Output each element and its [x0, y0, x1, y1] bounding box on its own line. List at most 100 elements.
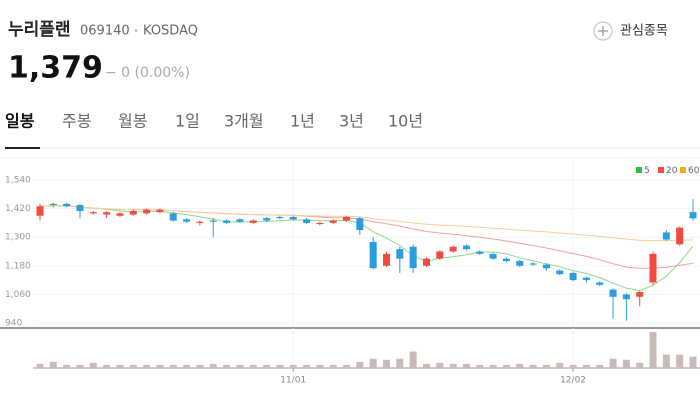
volume-bar [76, 364, 84, 368]
candle-body [156, 209, 164, 213]
volume-bar [516, 363, 524, 368]
x-tick-label: 12/02 [560, 376, 586, 386]
volume-bar [556, 362, 564, 368]
candle-body [276, 216, 284, 219]
candle-body [169, 213, 177, 221]
volume-bar [276, 364, 284, 368]
candle-body [116, 213, 124, 216]
candle-body [343, 216, 351, 221]
candle-body [316, 222, 324, 225]
y-tick-label: 1,540 [5, 176, 31, 186]
volume-bar [676, 354, 684, 368]
volume-bar [303, 364, 311, 368]
volume-bar [609, 358, 617, 368]
watch-label: 관심종목 [620, 24, 668, 39]
volume-bar [343, 364, 351, 368]
volume-bar [183, 364, 191, 368]
volume-bar [356, 361, 364, 368]
volume-bar [116, 364, 124, 368]
volume-bar [689, 356, 697, 368]
price: 1,379 [8, 51, 103, 86]
y-tick-label: 1,060 [5, 290, 31, 300]
candle-body [556, 270, 564, 275]
candle-body [396, 249, 404, 259]
candle-body [89, 212, 97, 214]
volume-bar [169, 364, 177, 368]
volume-bar [622, 359, 630, 368]
candle-body [436, 251, 444, 259]
tab[interactable]: 1일 [175, 112, 200, 131]
watch-button[interactable]: 관심종목 [593, 21, 668, 41]
candle-body [542, 264, 550, 269]
volume-bar [316, 364, 324, 368]
volume-bar [49, 361, 57, 368]
tab[interactable]: 10년 [388, 112, 423, 131]
candle-body [622, 294, 630, 300]
tab[interactable]: 3개월 [224, 112, 264, 131]
volume-bar [636, 362, 644, 368]
volume-bar [662, 354, 670, 368]
candle-body [689, 212, 697, 219]
candle-body [449, 246, 457, 252]
candle-body [103, 212, 111, 215]
candle-body [489, 253, 497, 259]
volume-bar [396, 358, 404, 368]
candle-body [369, 241, 377, 269]
y-tick-label: 1,300 [5, 233, 31, 243]
tab[interactable]: 주봉 [62, 112, 91, 131]
volume-bar [462, 363, 470, 368]
volume-bar [196, 364, 204, 368]
moving-average-line [39, 205, 694, 292]
legend-swatch [680, 167, 686, 173]
volume-bar [156, 364, 164, 368]
volume-bar [89, 362, 97, 368]
y-tick-label: 940 [5, 319, 22, 329]
stock-name: 누리플랜 [8, 20, 71, 40]
candle-body [569, 272, 577, 281]
candle-body [636, 292, 644, 297]
tab[interactable]: 3년 [339, 112, 364, 131]
volume-bar [502, 364, 510, 368]
tabs: 일봉 주봉 월봉 1일 3개월 1년 3년 10년 [5, 112, 423, 131]
candle-body [582, 277, 590, 281]
volume-bar [529, 364, 537, 368]
candle-body [382, 253, 390, 266]
candle-body [36, 206, 44, 216]
candle-body [356, 218, 364, 231]
chart: 940 1,060 1,180 1,300 1,420 1,540 11/01 12/02 5 2… [0, 157, 700, 386]
candle-body [516, 261, 524, 266]
plus-icon [598, 26, 608, 36]
market: KOSDAQ [143, 24, 198, 39]
tab[interactable]: 월봉 [118, 112, 147, 131]
candle-body [223, 220, 231, 223]
candle-body [609, 289, 617, 297]
candle-body [329, 220, 337, 223]
volume-bar [649, 332, 657, 368]
candle-body [236, 219, 244, 222]
volume-bar [63, 364, 71, 368]
candle-body [263, 218, 271, 221]
candle-body [143, 209, 151, 214]
moving-average-line [39, 205, 694, 242]
candle-body [596, 282, 604, 285]
candle-body [76, 205, 84, 211]
candle-body [462, 245, 470, 250]
candle-body [303, 219, 311, 223]
tab[interactable]: 1년 [290, 112, 315, 131]
volume-bar [129, 364, 137, 368]
candle-body [183, 219, 191, 222]
volume-bar [382, 359, 390, 368]
volume-bar [422, 363, 430, 368]
volume-bar [489, 364, 497, 368]
candle-body [196, 221, 204, 223]
volume-bar [596, 364, 604, 368]
volume-bar [476, 364, 484, 368]
candle-body [662, 232, 670, 240]
candle-body [529, 263, 537, 265]
volume-bar [569, 364, 577, 368]
candle-body [422, 258, 430, 266]
tab[interactable]: 일봉 [5, 112, 35, 131]
volume-bar [436, 362, 444, 368]
volume-bar [369, 358, 377, 368]
volume-bar [36, 363, 44, 368]
